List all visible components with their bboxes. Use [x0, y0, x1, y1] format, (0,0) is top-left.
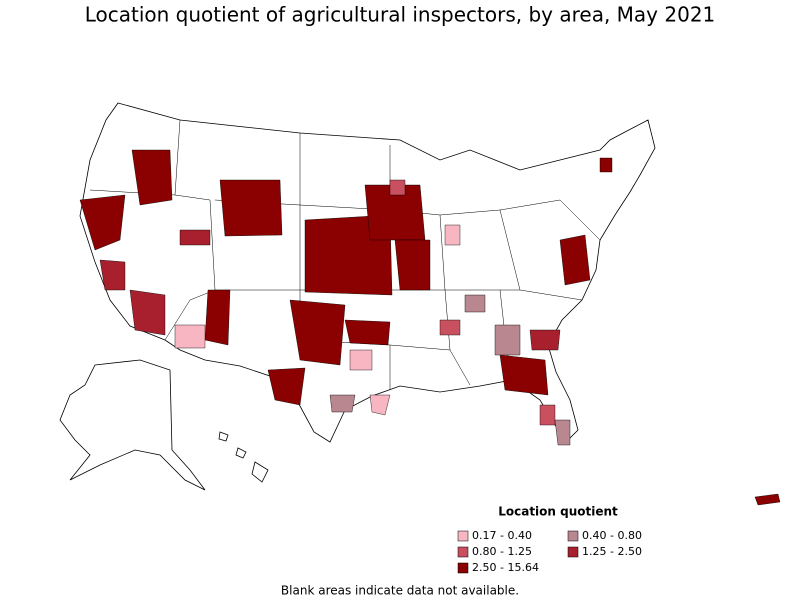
area [369, 394, 391, 416]
legend-title: Location quotient [498, 505, 618, 519]
legend-swatch [457, 530, 469, 542]
area [389, 179, 406, 196]
legend-label: 0.80 - 1.25 [472, 545, 532, 558]
area [529, 329, 561, 351]
state-borders [389, 209, 521, 351]
footnote: Blank areas indicate data not available. [281, 584, 519, 598]
area [289, 299, 346, 366]
state-borders [499, 199, 601, 241]
legend-swatch [457, 562, 469, 574]
legend-swatch [457, 546, 469, 558]
area [554, 419, 571, 446]
area [131, 149, 173, 206]
area [267, 367, 306, 406]
hawaii [218, 431, 229, 442]
area [204, 289, 231, 346]
area [439, 319, 461, 336]
area [349, 349, 373, 371]
legend-label: 1.25 - 2.50 [582, 545, 642, 558]
area [559, 234, 591, 286]
area [444, 224, 461, 246]
area [129, 289, 166, 336]
legend-items: 0.17 - 0.40 0.40 - 0.80 0.80 - 1.25 1.25 - … [457, 529, 642, 574]
legend-label: 0.40 - 0.80 [582, 529, 642, 542]
area [539, 404, 556, 426]
hawaii [251, 461, 269, 483]
area [499, 354, 549, 396]
alaska [59, 359, 206, 491]
area [494, 324, 521, 356]
legend-swatch [567, 530, 579, 542]
area [464, 294, 486, 313]
title: Location quotient of agricultural inspec… [85, 3, 716, 27]
area [394, 239, 431, 291]
puerto-rico [754, 493, 781, 506]
hawaii [235, 447, 247, 459]
area [79, 194, 126, 251]
legend-label: 0.17 - 0.40 [472, 529, 532, 542]
state-borders [449, 349, 471, 386]
area [99, 259, 126, 291]
area [344, 319, 391, 346]
legend: Location quotient 0.17 - 0.40 0.40 - 0.80… [457, 505, 642, 574]
map [59, 102, 781, 506]
legend-swatch [567, 546, 579, 558]
area [599, 157, 613, 173]
area [219, 179, 283, 237]
state-borders [519, 289, 583, 301]
area [179, 229, 211, 246]
area [174, 324, 206, 349]
area [329, 394, 356, 413]
legend-label: 2.50 - 15.64 [472, 561, 539, 574]
